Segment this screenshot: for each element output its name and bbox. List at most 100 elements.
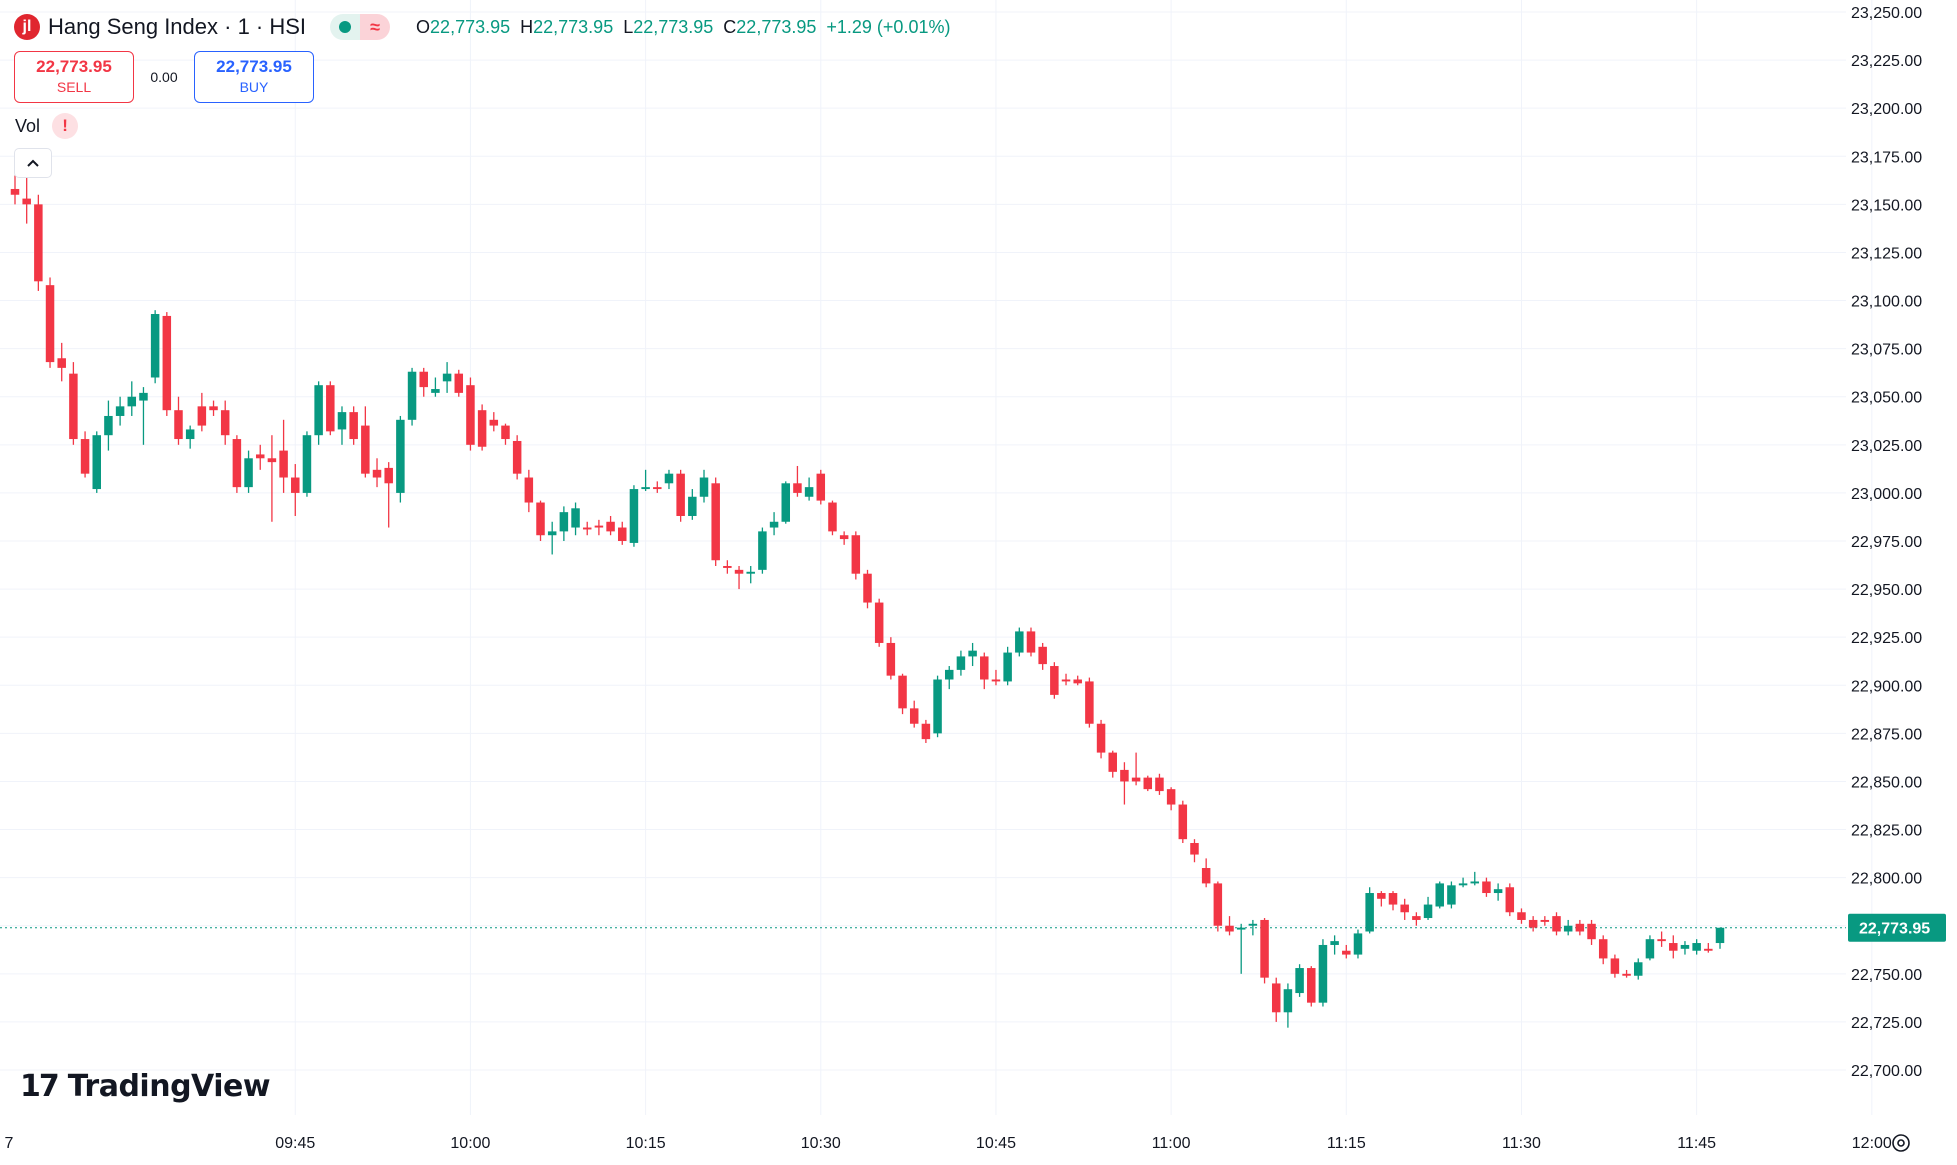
high-label: H [520, 16, 534, 37]
candle [1458, 877, 1468, 888]
candle [1528, 916, 1538, 932]
candle [384, 462, 393, 528]
candle-body [104, 415, 113, 436]
candle-body [174, 410, 183, 440]
hsi-logo-icon[interactable]: jl [14, 14, 40, 40]
candle [968, 642, 977, 667]
volume-indicator-label[interactable]: Vol [15, 115, 41, 136]
candle [115, 396, 125, 426]
candle-body [1622, 973, 1631, 976]
time-tick-label: 10:30 [801, 1135, 841, 1152]
candle [1505, 883, 1515, 917]
candle [664, 469, 674, 490]
price-tick-label: 23,250.00 [1851, 5, 1922, 22]
tradingview-logo[interactable]: 17 TradingView [20, 1069, 271, 1104]
candle [944, 666, 954, 690]
spread-value: 0.00 [150, 69, 178, 85]
candle [1050, 662, 1059, 699]
candle-body [1342, 950, 1351, 955]
candle-body [255, 454, 265, 459]
time-axis[interactable]: 7 09:45 10:00 10:15 10:30 10:45 11:00 11:15 11:3… [5, 1135, 1892, 1152]
candle-body [1715, 927, 1725, 944]
price-tick-label: 22,925.00 [1851, 630, 1922, 647]
price-tick-label: 22,700.00 [1851, 1063, 1922, 1080]
candle-body [629, 489, 639, 543]
last-price-label: 22,773.95 [1859, 921, 1930, 938]
candle [150, 310, 160, 384]
candle-body [1108, 752, 1117, 772]
candle-body [758, 531, 767, 570]
candle [1015, 627, 1024, 657]
candle-body [909, 708, 919, 724]
candle-body [1575, 923, 1585, 932]
candle-body [1669, 943, 1678, 951]
ohlc-values: O22,773.95 H22,773.95 L22,773.95 C22,773… [416, 17, 950, 38]
candle-body [1412, 916, 1421, 920]
candle [1365, 887, 1374, 934]
candle-body [536, 502, 545, 536]
candle [220, 400, 230, 445]
candle-body [150, 314, 160, 378]
candle-body [489, 419, 499, 426]
candle-body [1318, 944, 1328, 1003]
candle [1061, 673, 1071, 686]
candle [361, 406, 370, 478]
candle-body [688, 496, 697, 516]
price-axis[interactable]: 23,250.00 23,225.00 23,200.00 23,175.00 23,1… [1851, 5, 1922, 1080]
price-tick-label: 23,000.00 [1851, 486, 1922, 503]
buy-button[interactable]: 22,773.95 BUY [194, 51, 314, 103]
candle [1236, 923, 1246, 974]
candle-body [711, 483, 720, 561]
market-open-indicator[interactable] [330, 14, 361, 40]
candle [314, 381, 323, 445]
candle [1131, 752, 1141, 786]
candle-body [898, 675, 907, 709]
candle-body [874, 602, 884, 643]
market-status[interactable]: ≈ [330, 14, 391, 40]
candle [816, 469, 826, 505]
candle [699, 469, 709, 503]
candle [454, 369, 464, 397]
time-tick-label: 12:00 [1852, 1135, 1892, 1152]
candle-body [793, 483, 802, 493]
candle-body [1166, 789, 1176, 805]
delayed-data-icon[interactable]: ≈ [360, 14, 391, 40]
candle [197, 392, 207, 432]
candle [1342, 944, 1351, 959]
candle-body [244, 458, 253, 488]
candle [1645, 935, 1655, 961]
volume-indicator[interactable]: Vol ! [15, 113, 79, 139]
candle-body [220, 410, 230, 436]
buy-label: BUY [239, 79, 269, 95]
candle [1377, 891, 1386, 907]
candle [851, 531, 861, 580]
collapse-legend-button[interactable] [14, 148, 52, 178]
candle [34, 194, 43, 291]
warning-icon[interactable]: ! [52, 113, 79, 139]
candle-body [1645, 939, 1655, 959]
candle-body [1704, 948, 1713, 951]
sell-button[interactable]: 22,773.95 SELL [14, 51, 134, 103]
candle-body [1458, 883, 1468, 886]
candle [1143, 775, 1153, 792]
candle-body [804, 487, 814, 497]
close-label: C [723, 16, 737, 37]
candle [1493, 883, 1503, 901]
price-tick-label: 23,175.00 [1851, 149, 1922, 166]
candle-series [10, 156, 1725, 1028]
symbol-title[interactable]: Hang Seng Index · 1 · HSI [48, 14, 307, 39]
chart-settings-button[interactable] [1886, 1128, 1916, 1158]
price-tick-label: 22,975.00 [1851, 534, 1922, 551]
candle [828, 500, 837, 536]
candle [489, 412, 499, 432]
candle [1704, 943, 1713, 953]
candle [466, 377, 475, 451]
candle-body [734, 569, 744, 574]
candle [185, 425, 195, 449]
candle-body [933, 679, 942, 734]
trade-panel: 22,773.95 SELL 0.00 22,773.95 BUY [14, 51, 314, 103]
high-value: 22,773.95 [533, 16, 614, 37]
candle [746, 566, 755, 584]
price-tick-label: 23,200.00 [1851, 101, 1922, 118]
